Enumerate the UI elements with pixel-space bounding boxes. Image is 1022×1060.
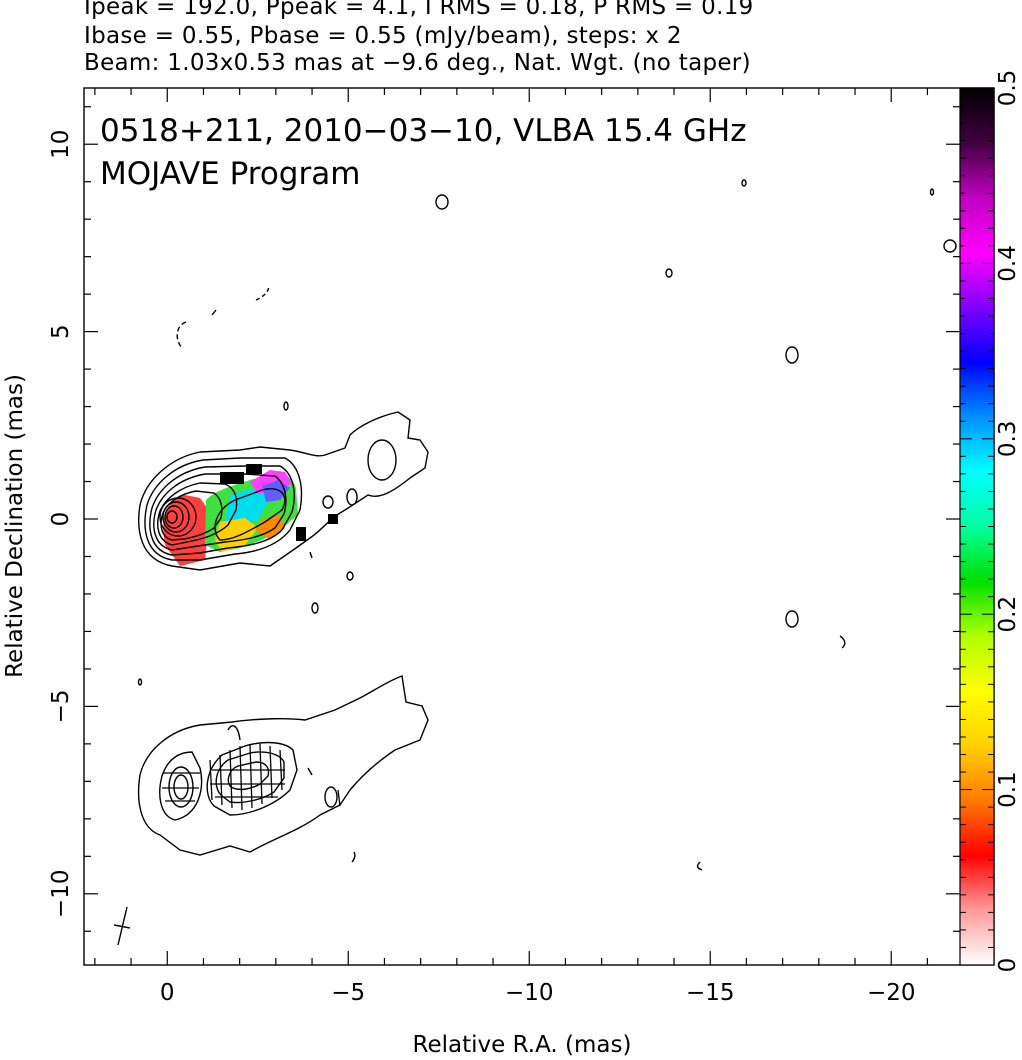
lower-contour-small-2	[307, 767, 313, 776]
x-tick-label: 0	[160, 980, 175, 1006]
y-axis-label: Relative Declination (mas)	[2, 374, 28, 678]
colorbar-tick-label: 0.1	[995, 771, 1021, 808]
intensity-contours-upper	[137, 179, 957, 871]
colorbar-tick-label: 0.4	[995, 245, 1021, 282]
contour-4	[153, 473, 287, 551]
lower-contour-outer	[137, 675, 429, 856]
contour-6	[160, 490, 223, 541]
neg-contour-4	[839, 635, 846, 649]
lower-contour-core-2	[168, 766, 194, 808]
contour-2	[144, 457, 303, 561]
neg-contour-1	[176, 321, 187, 349]
x-axis-ticks: 0 −5 −10 −15 −20	[94, 88, 929, 1006]
noise-contour-14	[309, 551, 313, 559]
neg-contour-3	[211, 309, 217, 316]
x-tick-label: −15	[686, 980, 735, 1006]
noise-contour-11	[929, 188, 935, 196]
lower-contour-jet-2	[215, 751, 285, 804]
contour-5	[157, 482, 238, 546]
x-tick-label: −10	[505, 980, 554, 1006]
y-tick-label: 5	[48, 324, 74, 339]
contour-3	[149, 465, 295, 556]
contour-jet-outer-knot	[367, 439, 397, 481]
noise-contour-6	[283, 401, 289, 411]
contour-10	[166, 510, 178, 524]
contour-small-1	[322, 495, 334, 509]
colorbar-tick-label: 0.5	[995, 70, 1021, 107]
contour-7	[159, 497, 197, 537]
noise-contour-8	[346, 571, 354, 581]
noise-contour-10	[741, 179, 747, 187]
x-axis-label: Relative R.A. (mas)	[413, 1032, 632, 1058]
contour-9	[164, 505, 184, 529]
neg-contour-2	[255, 285, 270, 301]
header-line-3: Beam: 1.03x0.53 mas at −9.6 deg., Nat. W…	[84, 50, 751, 76]
pol-blob-magenta	[250, 470, 292, 494]
pol-pixel-black-3	[296, 527, 306, 541]
noise-contour-12	[696, 861, 703, 871]
y-tick-label: 0	[48, 512, 74, 527]
contour-jet-knot	[214, 488, 286, 541]
lower-contour-core-3	[173, 774, 189, 800]
beam-marker	[113, 906, 131, 946]
noise-contour-1	[435, 194, 449, 210]
noise-contour-3	[785, 346, 799, 364]
colorbar-tick-label: 0	[995, 958, 1021, 973]
colorbar-tick-label: 0.3	[995, 421, 1021, 458]
noise-contour-7	[311, 602, 319, 614]
x-tick-label: −5	[331, 980, 365, 1006]
noise-contour-13	[351, 851, 356, 863]
x-tick-label: −20	[867, 980, 916, 1006]
pol-pixel-black-2	[246, 464, 262, 474]
noise-contour-5	[943, 239, 957, 253]
y-axis-ticks: 10 5 0 −5 −10	[48, 106, 960, 932]
y-tick-label: −10	[48, 870, 74, 919]
y-tick-label: −5	[48, 689, 74, 723]
contour-8	[162, 501, 190, 533]
lower-contour-core-outer	[159, 751, 203, 821]
lower-contour-jet-3	[227, 761, 270, 791]
lower-contour-jet-outer	[206, 741, 298, 816]
intensity-contours-lower	[137, 675, 429, 856]
y-tick-label: 10	[48, 130, 74, 159]
contour-outer	[138, 411, 429, 571]
contour-small-2	[346, 488, 358, 506]
header-line-2: Ibase = 0.55, Pbase = 0.55 (mJy/beam), s…	[84, 23, 682, 49]
header-line-1: Ipeak = 192.0, Ppeak = 4.1, I RMS = 0.18…	[84, 0, 754, 20]
evpa-vectors	[162, 743, 341, 811]
lower-contour-small-1	[324, 786, 338, 808]
plot-subtitle: MOJAVE Program	[100, 156, 360, 192]
plot-title: 0518+211, 2010−03−10, VLBA 15.4 GHz	[100, 113, 746, 149]
colorbar-tick-label: 0.2	[995, 596, 1021, 633]
noise-contour-9	[137, 678, 143, 686]
noise-contour-4	[785, 610, 799, 628]
lower-contour-top-lobe	[227, 725, 241, 741]
noise-contour-2	[665, 268, 673, 278]
colorbar-ticks: 0 0.1 0.2 0.3 0.4 0.5	[960, 70, 1021, 973]
pol-pixel-black-1	[220, 472, 244, 484]
